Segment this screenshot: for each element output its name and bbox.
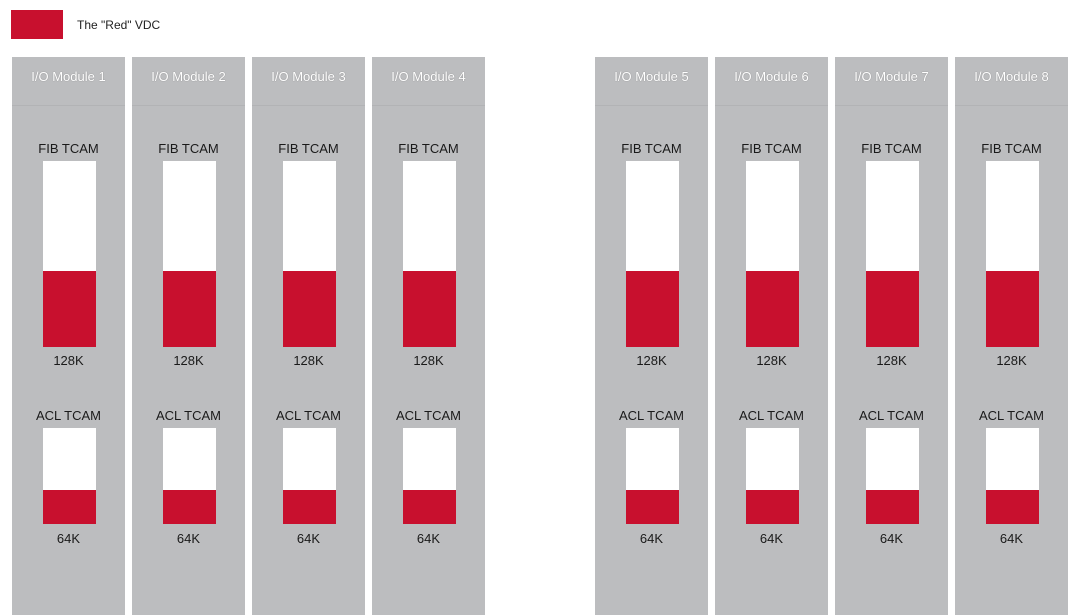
acl-tcam-bar (866, 428, 919, 524)
io-module-1: I/O Module 1 FIB TCAM 128K ACL TCAM 64K (12, 57, 125, 615)
fib-tcam-label: FIB TCAM (981, 141, 1042, 156)
fib-tcam-value: 128K (293, 353, 324, 368)
acl-tcam-label: ACL TCAM (35, 408, 101, 423)
acl-tcam-fill (626, 490, 679, 524)
acl-tcam-fill (746, 490, 799, 524)
fib-tcam-fill (403, 270, 456, 347)
fib-tcam-bar (986, 161, 1039, 347)
acl-tcam-label: ACL TCAM (275, 408, 341, 423)
fib-tcam-label: FIB TCAM (398, 141, 459, 156)
acl-tcam-label: ACL TCAM (978, 408, 1044, 423)
acl-tcam-fill (163, 490, 216, 524)
fib-tcam-label: FIB TCAM (158, 141, 219, 156)
fib-tcam-fill (746, 270, 799, 347)
module-title: I/O Module 4 (391, 69, 466, 84)
acl-tcam-bar (986, 428, 1039, 524)
module-divider (12, 105, 125, 106)
acl-tcam-label: ACL TCAM (618, 408, 684, 423)
acl-tcam-value: 64K (639, 531, 664, 546)
acl-tcam-value: 64K (296, 531, 321, 546)
fib-tcam-value: 128K (996, 353, 1027, 368)
fib-tcam-value: 128K (413, 353, 444, 368)
module-divider (715, 105, 828, 106)
io-module-2: I/O Module 2 FIB TCAM 128K ACL TCAM 64K (132, 57, 245, 615)
fib-tcam-bar (283, 161, 336, 347)
fib-tcam-value: 128K (756, 353, 787, 368)
io-module-8: I/O Module 8 FIB TCAM 128K ACL TCAM 64K (955, 57, 1068, 615)
module-title: I/O Module 8 (974, 69, 1049, 84)
acl-tcam-value: 64K (879, 531, 904, 546)
fib-tcam-bar (746, 161, 799, 347)
fib-tcam-bar (403, 161, 456, 347)
module-divider (372, 105, 485, 106)
acl-tcam-bar (626, 428, 679, 524)
fib-tcam-label: FIB TCAM (861, 141, 922, 156)
fib-tcam-fill (986, 270, 1039, 347)
module-divider (252, 105, 365, 106)
module-divider (955, 105, 1068, 106)
module-title: I/O Module 1 (31, 69, 106, 84)
acl-tcam-value: 64K (759, 531, 784, 546)
acl-tcam-fill (43, 490, 96, 524)
fib-tcam-fill (626, 270, 679, 347)
fib-tcam-fill (283, 270, 336, 347)
acl-tcam-bar (403, 428, 456, 524)
acl-tcam-value: 64K (176, 531, 201, 546)
legend-label: The "Red" VDC (77, 17, 161, 32)
io-module-6: I/O Module 6 FIB TCAM 128K ACL TCAM 64K (715, 57, 828, 615)
legend: The "Red" VDC (11, 10, 160, 39)
acl-tcam-bar (163, 428, 216, 524)
io-module-7: I/O Module 7 FIB TCAM 128K ACL TCAM 64K (835, 57, 948, 615)
module-divider (132, 105, 245, 106)
acl-tcam-value: 64K (416, 531, 441, 546)
acl-tcam-label: ACL TCAM (858, 408, 924, 423)
fib-tcam-fill (43, 270, 96, 347)
module-title: I/O Module 2 (151, 69, 226, 84)
acl-tcam-label: ACL TCAM (738, 408, 804, 423)
fib-tcam-bar (163, 161, 216, 347)
fib-tcam-value: 128K (53, 353, 84, 368)
fib-tcam-bar (866, 161, 919, 347)
module-title: I/O Module 7 (854, 69, 929, 84)
fib-tcam-fill (866, 270, 919, 347)
fib-tcam-label: FIB TCAM (278, 141, 339, 156)
fib-tcam-fill (163, 270, 216, 347)
module-divider (835, 105, 948, 106)
acl-tcam-label: ACL TCAM (155, 408, 221, 423)
acl-tcam-value: 64K (56, 531, 81, 546)
acl-tcam-bar (283, 428, 336, 524)
fib-tcam-value: 128K (173, 353, 204, 368)
io-module-4: I/O Module 4 FIB TCAM 128K ACL TCAM 64K (372, 57, 485, 615)
fib-tcam-label: FIB TCAM (741, 141, 802, 156)
fib-tcam-value: 128K (876, 353, 907, 368)
acl-tcam-label: ACL TCAM (395, 408, 461, 423)
acl-tcam-fill (866, 490, 919, 524)
fib-tcam-label: FIB TCAM (621, 141, 682, 156)
acl-tcam-fill (283, 490, 336, 524)
fib-tcam-bar (43, 161, 96, 347)
module-title: I/O Module 5 (614, 69, 689, 84)
module-title: I/O Module 3 (271, 69, 346, 84)
fib-tcam-label: FIB TCAM (38, 141, 99, 156)
acl-tcam-bar (43, 428, 96, 524)
acl-tcam-value: 64K (999, 531, 1024, 546)
module-title: I/O Module 6 (734, 69, 809, 84)
module-divider (595, 105, 708, 106)
fib-tcam-value: 128K (636, 353, 667, 368)
acl-tcam-fill (986, 490, 1039, 524)
io-module-3: I/O Module 3 FIB TCAM 128K ACL TCAM 64K (252, 57, 365, 615)
acl-tcam-fill (403, 490, 456, 524)
acl-tcam-bar (746, 428, 799, 524)
legend-swatch (11, 10, 63, 39)
io-module-5: I/O Module 5 FIB TCAM 128K ACL TCAM 64K (595, 57, 708, 615)
fib-tcam-bar (626, 161, 679, 347)
